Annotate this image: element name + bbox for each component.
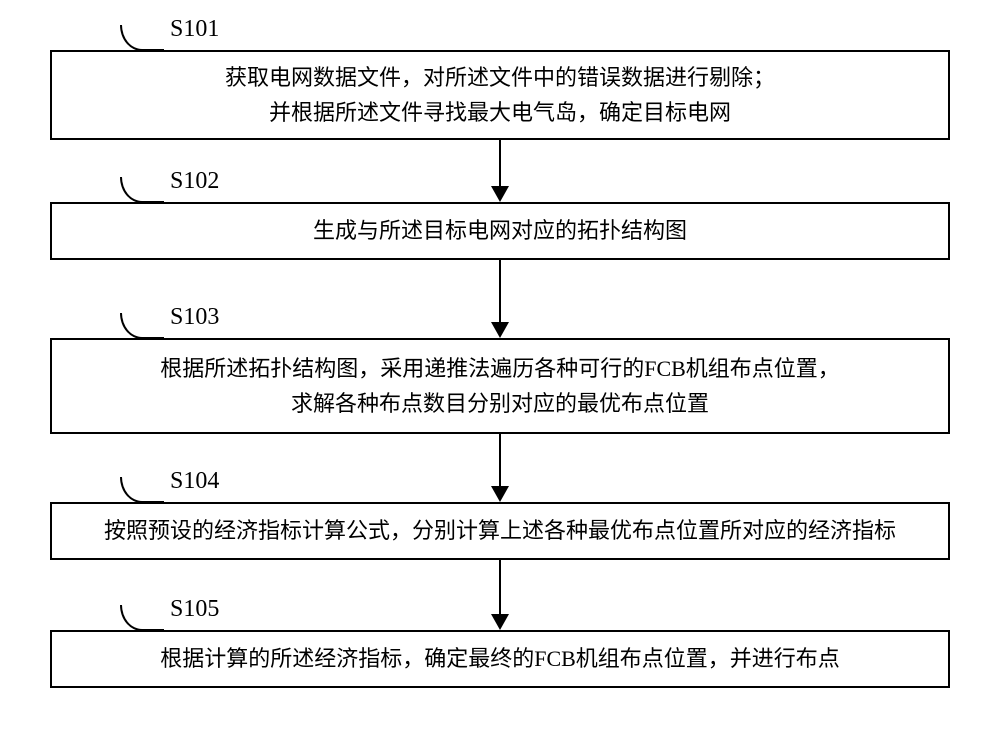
flowchart-container: S101获取电网数据文件，对所述文件中的错误数据进行剔除；并根据所述文件寻找最大… bbox=[40, 30, 960, 688]
step-text-line: 根据所述拓扑结构图，采用递推法遍历各种可行的FCB机组布点位置， bbox=[52, 351, 948, 386]
label-curve bbox=[120, 25, 164, 51]
step-box: 根据计算的所述经济指标，确定最终的FCB机组布点位置，并进行布点 bbox=[50, 630, 950, 688]
arrow-down bbox=[491, 140, 509, 202]
step-label-group: S103 bbox=[120, 310, 219, 337]
step-text-line: 生成与所述目标电网对应的拓扑结构图 bbox=[52, 213, 948, 248]
label-curve bbox=[120, 605, 164, 631]
step-label: S101 bbox=[170, 16, 219, 43]
step-text-line: 根据计算的所述经济指标，确定最终的FCB机组布点位置，并进行布点 bbox=[52, 641, 948, 676]
step-label-group: S104 bbox=[120, 474, 219, 501]
step-box: 获取电网数据文件，对所述文件中的错误数据进行剔除；并根据所述文件寻找最大电气岛，… bbox=[50, 50, 950, 140]
step-text-line: 按照预设的经济指标计算公式，分别计算上述各种最优布点位置所对应的经济指标 bbox=[52, 513, 948, 548]
step-s105: S105根据计算的所述经济指标，确定最终的FCB机组布点位置，并进行布点 bbox=[40, 630, 960, 688]
step-label-group: S102 bbox=[120, 174, 219, 201]
step-box: 按照预设的经济指标计算公式，分别计算上述各种最优布点位置所对应的经济指标 bbox=[50, 502, 950, 560]
arrow-head-icon bbox=[491, 486, 509, 502]
step-s104: S104按照预设的经济指标计算公式，分别计算上述各种最优布点位置所对应的经济指标 bbox=[40, 502, 960, 560]
arrow-head-icon bbox=[491, 322, 509, 338]
arrow-line bbox=[499, 434, 501, 486]
arrow-head-icon bbox=[491, 614, 509, 630]
arrow-line bbox=[499, 140, 501, 186]
step-box: 根据所述拓扑结构图，采用递推法遍历各种可行的FCB机组布点位置，求解各种布点数目… bbox=[50, 338, 950, 434]
step-label-group: S105 bbox=[120, 602, 219, 629]
step-box: 生成与所述目标电网对应的拓扑结构图 bbox=[50, 202, 950, 260]
step-label: S105 bbox=[170, 596, 219, 623]
step-s103: S103根据所述拓扑结构图，采用递推法遍历各种可行的FCB机组布点位置，求解各种… bbox=[40, 338, 960, 434]
arrow-line bbox=[499, 560, 501, 614]
arrow-down bbox=[491, 560, 509, 630]
step-s101: S101获取电网数据文件，对所述文件中的错误数据进行剔除；并根据所述文件寻找最大… bbox=[40, 50, 960, 140]
step-text-line: 获取电网数据文件，对所述文件中的错误数据进行剔除； bbox=[52, 60, 948, 95]
arrow-down bbox=[491, 434, 509, 502]
step-label: S103 bbox=[170, 304, 219, 331]
label-curve bbox=[120, 177, 164, 203]
step-label: S104 bbox=[170, 468, 219, 495]
step-label-group: S101 bbox=[120, 22, 219, 49]
step-text-line: 求解各种布点数目分别对应的最优布点位置 bbox=[52, 386, 948, 421]
label-curve bbox=[120, 477, 164, 503]
arrow-line bbox=[499, 260, 501, 322]
step-label: S102 bbox=[170, 168, 219, 195]
step-text-line: 并根据所述文件寻找最大电气岛，确定目标电网 bbox=[52, 95, 948, 130]
label-curve bbox=[120, 313, 164, 339]
arrow-head-icon bbox=[491, 186, 509, 202]
arrow-down bbox=[491, 260, 509, 338]
step-s102: S102生成与所述目标电网对应的拓扑结构图 bbox=[40, 202, 960, 260]
